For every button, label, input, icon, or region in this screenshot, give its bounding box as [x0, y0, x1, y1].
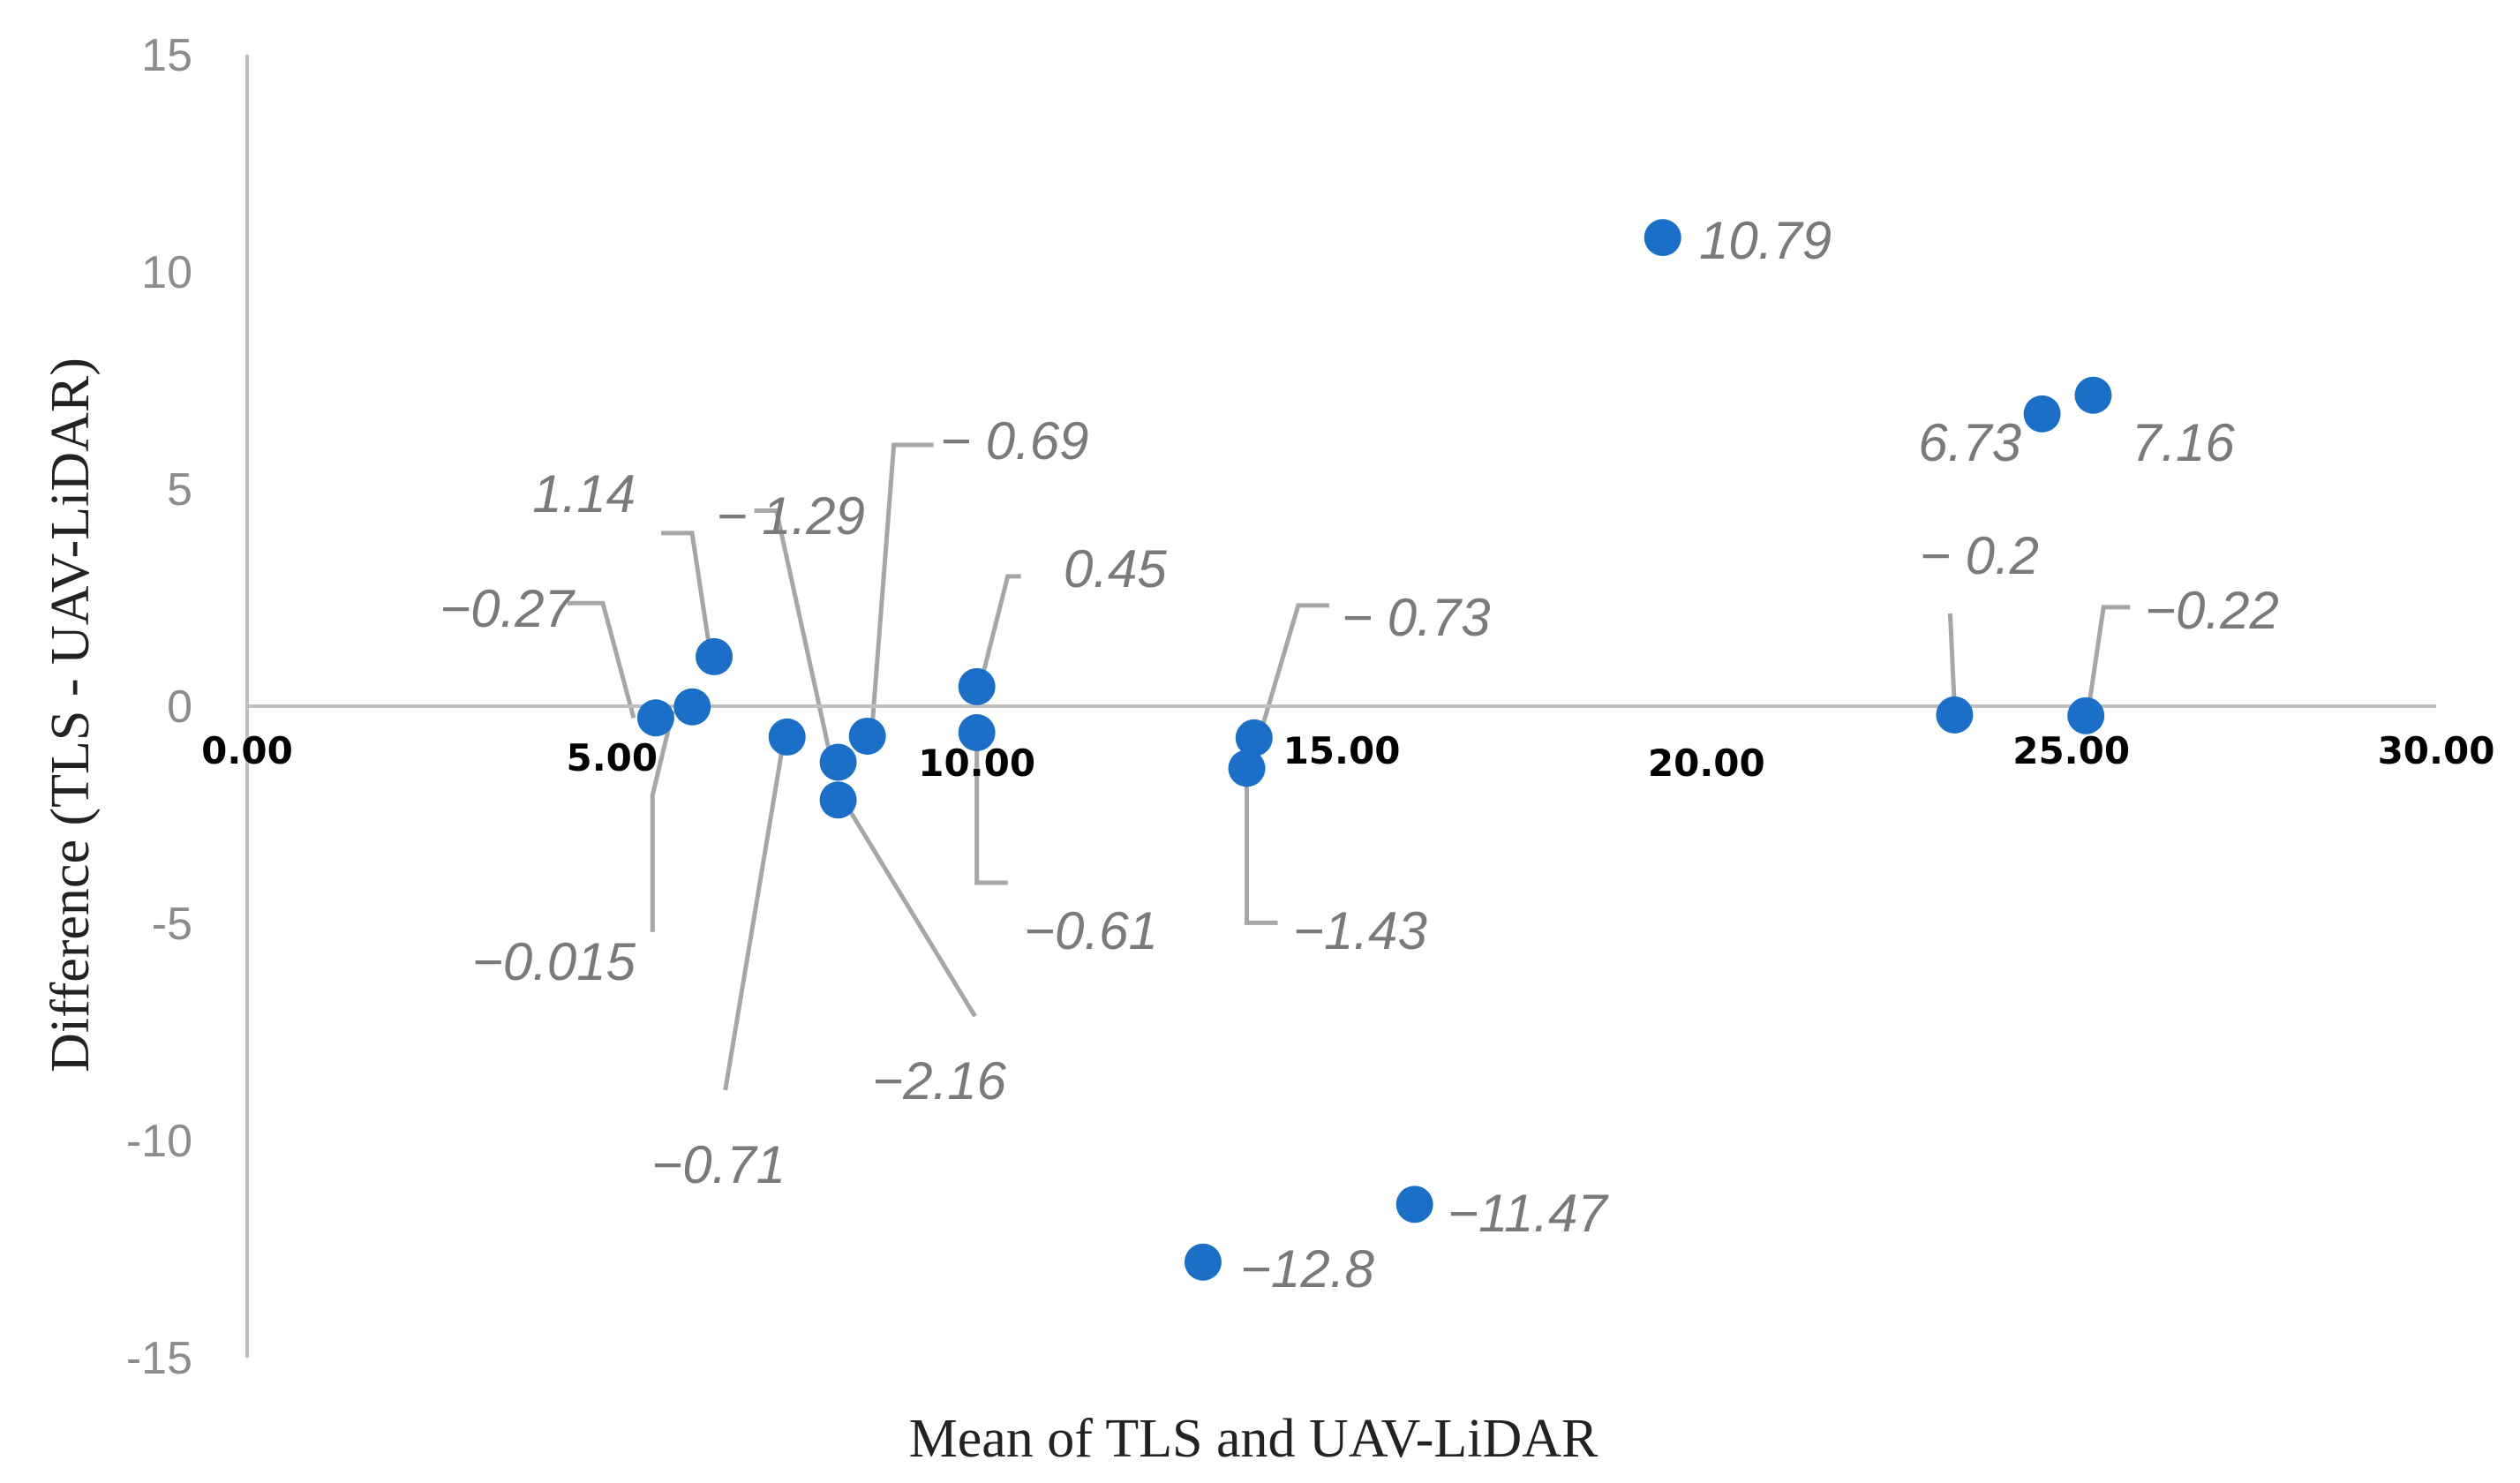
data-point: [819, 743, 857, 781]
leader-line: [1259, 603, 1329, 732]
data-point: [848, 717, 886, 755]
data-label: 6.73: [1918, 413, 2021, 472]
leader-line: [974, 742, 1008, 885]
data-label: 10.79: [1699, 211, 1832, 270]
data-labels: −0.27 −0.015 1.14 −0.71 − 1.29 −2.16 − 0.69 0.4…: [440, 211, 2279, 1299]
data-point: [1228, 749, 1266, 787]
data-point: [673, 688, 711, 726]
y-tick-label: -10: [126, 1116, 192, 1167]
y-tick-label: 10: [141, 247, 192, 298]
leader-line: [2086, 605, 2131, 710]
x-tick-label: 30.00: [2378, 729, 2495, 772]
leader-line: [567, 600, 636, 719]
y-tick-labels: 15 10 5 0 -5 -10 -15: [126, 30, 192, 1384]
data-label: − 1.29: [717, 486, 866, 546]
data-label: −0.61: [1024, 901, 1158, 960]
y-tick-label: 5: [167, 464, 192, 516]
leader-line: [1245, 777, 1278, 925]
data-label: −1.43: [1293, 901, 1427, 960]
data-point: [958, 714, 996, 752]
data-point: [958, 667, 996, 705]
data-point: [1184, 1243, 1222, 1281]
data-label: 7.16: [2132, 413, 2235, 472]
leader-line: [869, 442, 934, 733]
leader-line: [650, 711, 675, 932]
leader-line: [846, 807, 977, 1018]
x-tick-label: 20.00: [1648, 742, 1765, 785]
data-point: [2067, 696, 2105, 734]
data-point: [1644, 219, 1681, 257]
x-axis-title: Mean of TLS and UAV-LiDAR: [909, 1409, 1599, 1469]
data-point: [819, 781, 857, 819]
y-tick-label: -5: [152, 899, 192, 950]
data-point: [636, 699, 674, 737]
data-point: [1395, 1186, 1433, 1223]
x-tick-label: 0.00: [201, 729, 293, 772]
leader-line: [754, 508, 832, 753]
x-tick-label: 25.00: [2012, 729, 2130, 772]
y-axis-title: Difference (TLS - UAV-LiDAR): [41, 358, 101, 1073]
data-label: 1.14: [532, 464, 636, 523]
data-label: − 0.73: [1342, 588, 1491, 647]
data-label: −0.71: [651, 1135, 786, 1194]
data-label: − 0.2: [1920, 526, 2039, 585]
data-label: − 0.69: [940, 411, 1089, 470]
x-tick-label: 15.00: [1283, 729, 1401, 772]
data-point: [696, 637, 733, 675]
data-point: [768, 718, 806, 756]
x-tick-labels: 0.00 5.00 10.00 15.00 20.00 25.00 30.00: [201, 729, 2494, 785]
data-label: −0.22: [2145, 581, 2279, 640]
leader-line: [982, 574, 1021, 672]
y-tick-label: 0: [167, 681, 192, 733]
data-label: −2.16: [872, 1051, 1006, 1110]
data-label: −0.27: [440, 579, 575, 638]
y-tick-label: -15: [126, 1333, 192, 1384]
data-label: −0.015: [472, 932, 636, 991]
data-label: −11.47: [1448, 1184, 1609, 1243]
leader-line: [723, 745, 786, 1091]
data-label: −12.8: [1240, 1239, 1374, 1299]
data-label: 0.45: [1064, 539, 1167, 598]
leader-lines: [567, 442, 2131, 1091]
data-point: [1936, 696, 1974, 734]
y-tick-label: 15: [141, 30, 192, 81]
data-point: [1235, 719, 1273, 757]
leader-line: [661, 531, 712, 651]
x-tick-label: 5.00: [567, 736, 658, 779]
data-point: [2023, 395, 2061, 433]
leader-line: [1947, 613, 1957, 708]
data-points: [636, 219, 2112, 1281]
data-point: [2074, 376, 2112, 414]
